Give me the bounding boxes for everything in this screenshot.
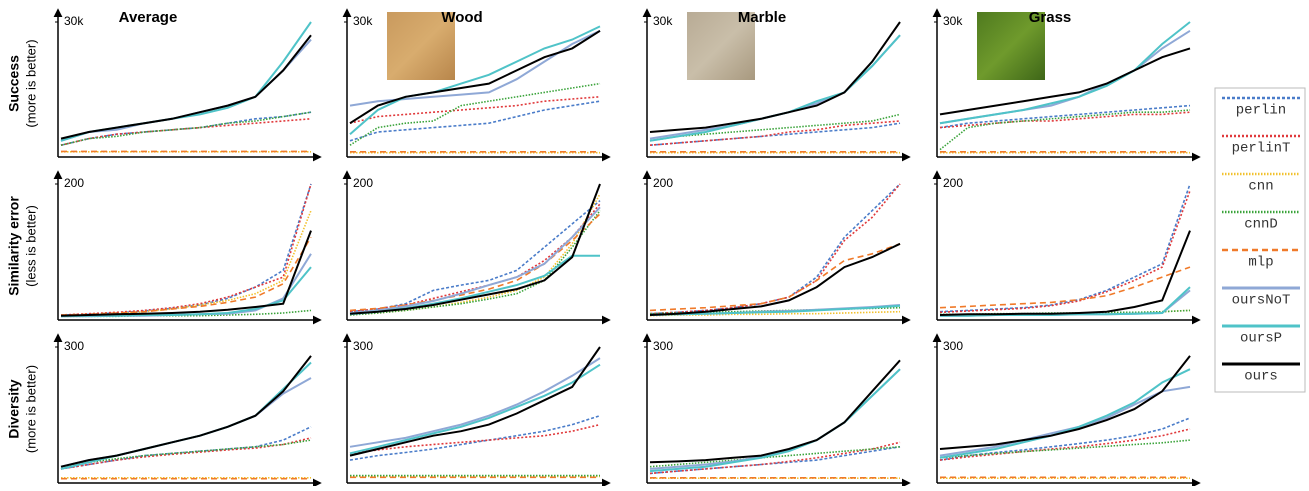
- series-line: [649, 359, 901, 464]
- series-line: [939, 266, 1191, 309]
- series-line: [60, 377, 312, 468]
- series-line: [939, 21, 1191, 125]
- legend-label: cnnD: [1244, 217, 1278, 233]
- series-line: [649, 304, 901, 316]
- row-note: (more is better): [23, 365, 38, 453]
- series-line: [60, 439, 312, 468]
- series-line: [939, 104, 1191, 129]
- series-line: [60, 21, 312, 142]
- chart-title: Average: [119, 9, 178, 26]
- series-line: [939, 230, 1191, 316]
- series-line: [939, 47, 1191, 116]
- y-tick-label: 200: [653, 176, 673, 190]
- series-line: [349, 423, 601, 455]
- row-label: Similarity error: [6, 196, 22, 296]
- series-line: [649, 441, 901, 475]
- series-line: [940, 286, 1191, 317]
- legend-label: oursNoT: [1232, 293, 1291, 309]
- row-label: Diversity: [6, 379, 22, 438]
- series-line: [939, 368, 1191, 459]
- series-line: [939, 417, 1191, 461]
- series-line: [649, 242, 901, 316]
- y-tick-label: 300: [943, 339, 963, 353]
- series-line: [939, 355, 1191, 450]
- y-tick-label: 200: [353, 176, 373, 190]
- series-line: [60, 111, 312, 146]
- series-line: [349, 29, 601, 125]
- series-line: [349, 213, 601, 312]
- series-line: [349, 82, 601, 146]
- series-line: [60, 266, 312, 318]
- series-line: [349, 206, 601, 314]
- series-line: [939, 183, 1191, 313]
- series-line: [60, 183, 312, 316]
- series-line: [939, 111, 1191, 129]
- series-line: [349, 346, 601, 457]
- series-line: [649, 183, 901, 315]
- series-line: [939, 190, 1191, 314]
- series-line: [60, 183, 312, 316]
- series-line: [61, 309, 312, 318]
- chart-title: Marble: [738, 9, 786, 26]
- series-line: [649, 21, 901, 133]
- legend-label: ours: [1244, 369, 1278, 385]
- y-tick-label: 200: [64, 176, 84, 190]
- y-tick-label: 300: [64, 339, 84, 353]
- y-tick-label: 200: [943, 176, 963, 190]
- series-line: [939, 109, 1191, 151]
- grass-texture: [977, 12, 1045, 80]
- series-line: [349, 25, 601, 135]
- series-line: [349, 183, 601, 315]
- series-line: [349, 414, 601, 461]
- series-line: [349, 100, 601, 142]
- series-line: [649, 183, 901, 315]
- series-line: [349, 96, 601, 124]
- y-tick-label: 30k: [943, 14, 963, 28]
- chart-title: Wood: [441, 9, 482, 26]
- series-line: [649, 368, 901, 473]
- y-tick-label: 30k: [64, 14, 84, 28]
- series-line: [940, 309, 1191, 316]
- row-note: (more is better): [23, 39, 38, 127]
- series-line: [60, 34, 312, 140]
- series-line: [60, 426, 312, 470]
- series-line: [60, 118, 312, 146]
- series-line: [649, 243, 901, 312]
- series-line: [349, 357, 601, 448]
- marble-texture: [687, 12, 755, 80]
- row-note: (less is better): [23, 205, 38, 287]
- series-line: [649, 310, 901, 317]
- series-line: [349, 193, 601, 316]
- legend-label: perlin: [1236, 103, 1286, 119]
- y-tick-label: 30k: [653, 14, 673, 28]
- series-line: [649, 113, 901, 142]
- chart-title: Grass: [1029, 9, 1072, 26]
- wood-texture: [387, 12, 455, 80]
- legend-label: mlp: [1248, 255, 1273, 271]
- series-line: [60, 355, 312, 468]
- y-tick-label: 300: [653, 339, 673, 353]
- y-tick-label: 300: [353, 339, 373, 353]
- series-line: [939, 428, 1191, 461]
- series-line: [60, 210, 312, 317]
- legend-label: cnn: [1248, 179, 1273, 195]
- series-line: [939, 385, 1191, 457]
- series-line: [649, 120, 901, 146]
- series-line: [349, 363, 601, 455]
- series-line: [60, 230, 312, 317]
- legend-label: perlinT: [1232, 141, 1291, 157]
- series-line: [60, 437, 312, 470]
- series-line: [60, 38, 312, 142]
- legend-label: oursP: [1240, 331, 1282, 347]
- y-tick-label: 30k: [353, 14, 373, 28]
- row-label: Success: [6, 55, 22, 112]
- legend-box: [1214, 87, 1306, 393]
